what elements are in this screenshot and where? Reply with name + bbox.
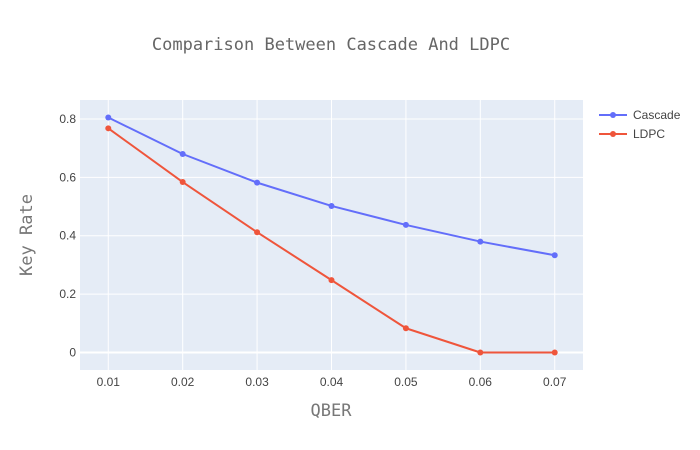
legend-label: LDPC (633, 127, 665, 141)
data-point (328, 202, 335, 209)
series-layer (105, 114, 558, 356)
y-tick-label: 0.2 (59, 287, 76, 301)
legend-marker (610, 131, 616, 137)
x-tick-label: 0.05 (394, 375, 418, 389)
data-point (105, 125, 112, 132)
legend-item-cascade[interactable]: Cascade (599, 108, 681, 122)
legend-marker (610, 112, 616, 118)
data-point (328, 277, 335, 284)
y-tick-label: 0.8 (59, 112, 76, 126)
data-point (105, 114, 112, 121)
legend[interactable]: Cascade LDPC (599, 108, 681, 141)
data-point (551, 349, 558, 356)
chart-title: Comparison Between Cascade And LDPC (152, 35, 510, 55)
series-cascade (105, 114, 558, 259)
data-point (179, 179, 186, 186)
x-tick-label: 0.07 (543, 375, 567, 389)
data-point (477, 349, 484, 356)
y-tick-label: 0.6 (59, 170, 76, 184)
legend-label: Cascade (633, 108, 681, 122)
data-point (254, 229, 261, 236)
data-point (477, 238, 484, 245)
data-point (402, 325, 409, 332)
x-tick-label: 0.06 (469, 375, 493, 389)
x-tick-label: 0.04 (320, 375, 344, 389)
y-tick-label: 0 (69, 345, 76, 359)
data-point (179, 151, 186, 157)
x-tick-label: 0.03 (245, 375, 269, 389)
y-tick-label: 0.4 (59, 229, 76, 243)
x-axis-ticks: 0.01 0.02 0.03 0.04 0.05 0.06 0.07 (97, 375, 567, 389)
y-axis-title: Key Rate (17, 194, 37, 276)
x-tick-label: 0.01 (97, 375, 121, 389)
y-axis-ticks: 0 0.2 0.4 0.6 0.8 (59, 112, 76, 360)
x-tick-label: 0.02 (171, 375, 195, 389)
x-axis-title: QBER (311, 401, 353, 421)
data-point (254, 179, 261, 186)
data-point (402, 221, 409, 228)
legend-item-ldpc[interactable]: LDPC (599, 127, 665, 141)
series-ldpc (105, 125, 558, 356)
data-point (551, 252, 558, 259)
